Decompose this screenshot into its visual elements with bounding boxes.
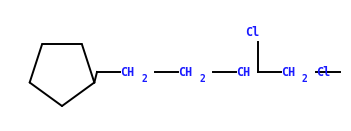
Text: 2: 2 bbox=[141, 74, 147, 84]
Text: Cl: Cl bbox=[316, 66, 330, 78]
Text: 2: 2 bbox=[199, 74, 205, 84]
Text: CH: CH bbox=[236, 66, 250, 78]
Text: 2: 2 bbox=[302, 74, 308, 84]
Text: Cl: Cl bbox=[245, 26, 259, 39]
Text: CH: CH bbox=[120, 66, 134, 78]
Text: CH: CH bbox=[281, 66, 295, 78]
Text: CH: CH bbox=[178, 66, 192, 78]
